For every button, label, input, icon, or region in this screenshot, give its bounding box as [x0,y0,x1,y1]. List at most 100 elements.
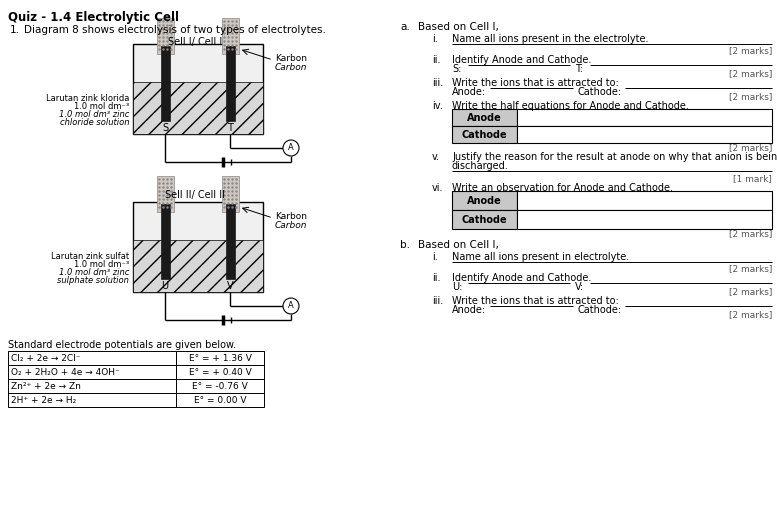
Bar [157,18,174,54]
Text: Identify Anode and Cathode.: Identify Anode and Cathode. [452,273,591,283]
Text: Cathode: Cathode [462,215,507,225]
Text: V:: V: [575,282,584,292]
Text: Zn²⁺ + 2e → Zn: Zn²⁺ + 2e → Zn [11,382,81,391]
Text: Karbon: Karbon [275,54,307,63]
Bar [157,176,174,212]
Circle shape [283,298,299,314]
Bar [517,191,772,210]
Bar [133,240,263,292]
Bar [517,109,772,126]
Bar [452,126,517,143]
Text: chloride solution: chloride solution [60,118,129,127]
Text: Anode: Anode [467,113,501,123]
Text: Based on Cell I,: Based on Cell I, [418,240,499,250]
Bar [452,210,517,229]
Text: 1.0 mol dm⁻³: 1.0 mol dm⁻³ [74,102,129,111]
Text: Sell I/ Cell I: Sell I/ Cell I [168,37,222,47]
Bar [517,210,772,229]
Text: ii.: ii. [432,273,441,283]
Text: b.: b. [400,240,410,250]
Text: 1.: 1. [10,25,20,35]
Text: Write the half equations for Anode and Cathode.: Write the half equations for Anode and C… [452,101,689,111]
Text: A: A [288,143,294,153]
Text: [2 marks]: [2 marks] [729,46,772,55]
Text: [2 marks]: [2 marks] [729,287,772,296]
Text: [2 marks]: [2 marks] [729,92,772,101]
Bar [161,46,170,121]
Text: Karbon: Karbon [275,212,307,221]
Text: [2 marks]: [2 marks] [729,143,772,152]
Text: iv.: iv. [432,101,443,111]
Text: Cl₂ + 2e → 2Cl⁻: Cl₂ + 2e → 2Cl⁻ [11,354,81,363]
Text: 1.0 mol dm³ zinc: 1.0 mol dm³ zinc [58,268,129,277]
Bar [8,365,176,379]
Text: ii.: ii. [432,55,441,65]
Text: Name all ions present in the electrolyte.: Name all ions present in the electrolyte… [452,34,649,44]
Text: T:: T: [575,64,583,74]
Text: [2 marks]: [2 marks] [729,264,772,273]
Text: V: V [227,281,233,291]
Text: 2H⁺ + 2e → H₂: 2H⁺ + 2e → H₂ [11,396,76,405]
Text: E° = -0.76 V: E° = -0.76 V [192,382,248,391]
Bar [176,351,264,365]
Text: discharged.: discharged. [452,161,509,171]
Text: U:: U: [452,282,462,292]
Text: Carbon: Carbon [275,63,308,72]
Text: Cathode:: Cathode: [578,305,622,315]
Text: i.: i. [432,34,437,44]
Text: T: T [227,123,233,133]
Text: 1.0 mol dm³ zinc: 1.0 mol dm³ zinc [58,110,129,119]
Text: S:: S: [452,64,462,74]
Text: Anode:: Anode: [452,87,486,97]
Text: v.: v. [432,152,440,162]
Text: E° = 0.00 V: E° = 0.00 V [193,396,246,405]
Text: Larutan zink klorida: Larutan zink klorida [46,94,129,103]
Bar [8,379,176,393]
Bar [176,379,264,393]
Text: Anode:: Anode: [452,305,486,315]
Text: Carbon: Carbon [275,221,308,230]
Text: Write the ions that is attracted to:: Write the ions that is attracted to: [452,78,618,88]
Text: iii.: iii. [432,78,443,88]
Bar [8,351,176,365]
Text: 1.0 mol dm⁻³: 1.0 mol dm⁻³ [74,260,129,269]
Text: [2 marks]: [2 marks] [729,310,772,319]
Text: A: A [288,301,294,311]
Bar [161,204,170,279]
Text: [2 marks]: [2 marks] [729,69,772,78]
Bar [452,109,517,126]
Bar [133,82,263,134]
Text: a.: a. [400,22,409,32]
Bar [226,46,235,121]
Text: Based on Cell I,: Based on Cell I, [418,22,499,32]
Circle shape [283,140,299,156]
Text: S: S [162,123,168,133]
Bar [8,393,176,407]
Text: Name all ions present in electrolyte.: Name all ions present in electrolyte. [452,252,629,262]
Bar [226,204,235,279]
Bar [133,202,263,292]
Text: Cathode:: Cathode: [578,87,622,97]
Text: Cathode: Cathode [462,130,507,140]
Text: Write an observation for Anode and Cathode.: Write an observation for Anode and Catho… [452,183,673,193]
Bar [176,393,264,407]
Text: Write the ions that is attracted to:: Write the ions that is attracted to: [452,296,618,306]
Bar [452,191,517,210]
Text: Quiz - 1.4 Electrolytic Cell: Quiz - 1.4 Electrolytic Cell [8,11,179,24]
Text: Justify the reason for the result at anode on why that anion is being: Justify the reason for the result at ano… [452,152,777,162]
Text: U: U [162,281,169,291]
Text: Sell II/ Cell II: Sell II/ Cell II [165,190,225,200]
Bar [222,18,239,54]
Bar [176,365,264,379]
Text: [2 marks]: [2 marks] [729,229,772,238]
Text: Standard electrode potentials are given below.: Standard electrode potentials are given … [8,340,236,350]
Text: Identify Anode and Cathode.: Identify Anode and Cathode. [452,55,591,65]
Text: sulphate solution: sulphate solution [57,276,129,285]
Bar [517,126,772,143]
Text: i.: i. [432,252,437,262]
Bar [133,44,263,134]
Text: E° = + 0.40 V: E° = + 0.40 V [189,368,252,377]
Text: O₂ + 2H₂O + 4e → 4OH⁻: O₂ + 2H₂O + 4e → 4OH⁻ [11,368,120,377]
Text: vi.: vi. [432,183,444,193]
Text: [1 mark]: [1 mark] [733,174,772,183]
